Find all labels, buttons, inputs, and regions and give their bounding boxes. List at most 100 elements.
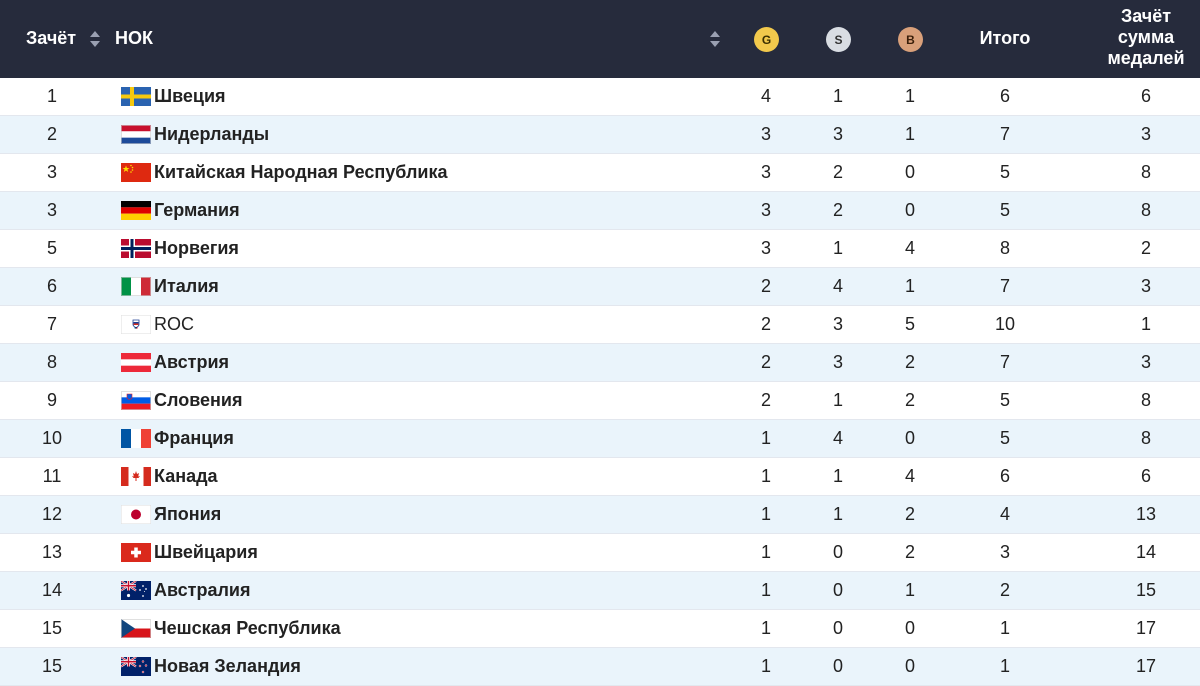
total-count: 5 — [999, 162, 1010, 182]
country-name: Швеция — [154, 86, 226, 106]
gold-count: 2 — [760, 314, 771, 334]
table-row[interactable]: 9 Словения 2 1 2 5 8 — [0, 382, 1200, 420]
table-header: Зачёт НОК G S B Итого Зачёт сумма медале… — [0, 0, 1200, 78]
gold-count: 4 — [760, 86, 771, 106]
bronze-count: 2 — [904, 352, 915, 372]
gold-count: 1 — [760, 580, 771, 600]
gold-medal-icon[interactable]: G — [754, 27, 779, 52]
bronze-count: 0 — [904, 428, 915, 448]
rank-column-header[interactable]: Зачёт — [26, 28, 77, 48]
table-row[interactable]: 14 Австралия 1 0 1 2 15 — [0, 572, 1200, 610]
sum-rank-cell: 2 — [1140, 238, 1151, 258]
italy-flag-icon — [121, 277, 151, 296]
sum-rank-column-header[interactable]: Зачёт сумма медалей — [1090, 6, 1200, 69]
gold-count: 1 — [760, 542, 771, 562]
total-count: 6 — [999, 86, 1010, 106]
canada-flag-icon — [121, 467, 151, 486]
silver-count: 3 — [832, 352, 843, 372]
silver-medal-icon[interactable]: S — [826, 27, 851, 52]
bronze-count: 1 — [904, 86, 915, 106]
rank-cell: 1 — [46, 86, 57, 106]
bronze-count: 0 — [904, 656, 915, 676]
country-name: Китайская Народная Республика — [154, 162, 448, 182]
gold-count: 2 — [760, 352, 771, 372]
bronze-count: 2 — [904, 390, 915, 410]
table-row[interactable]: 13 Швейцария 1 0 2 3 14 — [0, 534, 1200, 572]
rank-cell: 8 — [46, 352, 57, 372]
silver-count: 0 — [832, 656, 843, 676]
country-name: Швейцария — [154, 542, 258, 562]
silver-count: 0 — [832, 580, 843, 600]
table-row[interactable]: 7 ROC 2 3 5 10 1 — [0, 306, 1200, 344]
table-row[interactable]: 8 Австрия 2 3 2 7 3 — [0, 344, 1200, 382]
slovenia-flag-icon — [121, 391, 151, 410]
sum-rank-cell: 8 — [1140, 390, 1151, 410]
sort-noc-icon[interactable] — [710, 31, 720, 47]
rank-cell: 5 — [46, 238, 57, 258]
country-name: Япония — [154, 504, 222, 524]
silver-count: 3 — [832, 124, 843, 144]
country-name: Новая Зеландия — [154, 656, 301, 676]
country-name: Канада — [154, 466, 218, 486]
total-count: 3 — [999, 542, 1010, 562]
sum-header-line: сумма — [1117, 27, 1175, 47]
sum-rank-cell: 17 — [1135, 618, 1157, 638]
sum-rank-cell: 8 — [1140, 200, 1151, 220]
rank-cell: 15 — [41, 618, 63, 638]
sum-header-line: медалей — [1107, 48, 1185, 68]
bronze-count: 0 — [904, 200, 915, 220]
sort-rank-icon[interactable] — [90, 31, 100, 47]
country-name: Австрия — [154, 352, 230, 372]
table-row[interactable]: 12 Япония 1 1 2 4 13 — [0, 496, 1200, 534]
bronze-count: 1 — [904, 124, 915, 144]
total-count: 5 — [999, 200, 1010, 220]
sweden-flag-icon — [121, 87, 151, 106]
silver-count: 1 — [832, 466, 843, 486]
sum-rank-cell: 14 — [1135, 542, 1157, 562]
country-name: Нидерланды — [154, 124, 270, 144]
table-row[interactable]: 15 Чешская Республика 1 0 0 1 17 — [0, 610, 1200, 648]
table-row[interactable]: 11 Канада 1 1 4 6 6 — [0, 458, 1200, 496]
sum-rank-cell: 13 — [1135, 504, 1157, 524]
country-name: Германия — [154, 200, 240, 220]
bronze-count: 4 — [904, 466, 915, 486]
table-body: 1 Швеция 4 1 1 6 6 2 Нидерланды 3 3 1 7 3 3 Китайская Н… — [0, 78, 1200, 686]
sum-rank-cell: 17 — [1135, 656, 1157, 676]
total-count: 2 — [999, 580, 1010, 600]
table-row[interactable]: 3 Китайская Народная Республика 3 2 0 5 8 — [0, 154, 1200, 192]
total-count: 7 — [999, 352, 1010, 372]
new-zealand-flag-icon — [121, 657, 151, 676]
sum-rank-cell: 1 — [1140, 314, 1151, 334]
japan-flag-icon — [121, 505, 151, 524]
rank-cell: 12 — [41, 504, 63, 524]
switzerland-flag-icon — [121, 543, 151, 562]
silver-count: 3 — [832, 314, 843, 334]
table-row[interactable]: 6 Италия 2 4 1 7 3 — [0, 268, 1200, 306]
gold-count: 1 — [760, 466, 771, 486]
sum-rank-cell: 3 — [1140, 352, 1151, 372]
table-row[interactable]: 3 Германия 3 2 0 5 8 — [0, 192, 1200, 230]
table-row[interactable]: 5 Норвегия 3 1 4 8 2 — [0, 230, 1200, 268]
total-count: 4 — [999, 504, 1010, 524]
rank-cell: 2 — [46, 124, 57, 144]
gold-count: 3 — [760, 238, 771, 258]
table-row[interactable]: 15 Новая Зеландия 1 0 0 1 17 — [0, 648, 1200, 686]
total-column-header[interactable]: Итого — [979, 28, 1031, 48]
total-count: 5 — [999, 428, 1010, 448]
table-row[interactable]: 10 Франция 1 4 0 5 8 — [0, 420, 1200, 458]
table-row[interactable]: 1 Швеция 4 1 1 6 6 — [0, 78, 1200, 116]
netherlands-flag-icon — [121, 125, 151, 144]
bronze-count: 1 — [904, 276, 915, 296]
gold-count: 2 — [760, 276, 771, 296]
total-count: 7 — [999, 276, 1010, 296]
bronze-count: 0 — [904, 162, 915, 182]
gold-count: 2 — [760, 390, 771, 410]
sum-rank-cell: 6 — [1140, 86, 1151, 106]
country-name: Австралия — [154, 580, 251, 600]
rank-cell: 14 — [41, 580, 63, 600]
noc-column-header[interactable]: НОК — [115, 28, 153, 48]
bronze-medal-icon[interactable]: B — [898, 27, 923, 52]
silver-count: 0 — [832, 542, 843, 562]
rank-cell: 3 — [46, 162, 57, 182]
table-row[interactable]: 2 Нидерланды 3 3 1 7 3 — [0, 116, 1200, 154]
